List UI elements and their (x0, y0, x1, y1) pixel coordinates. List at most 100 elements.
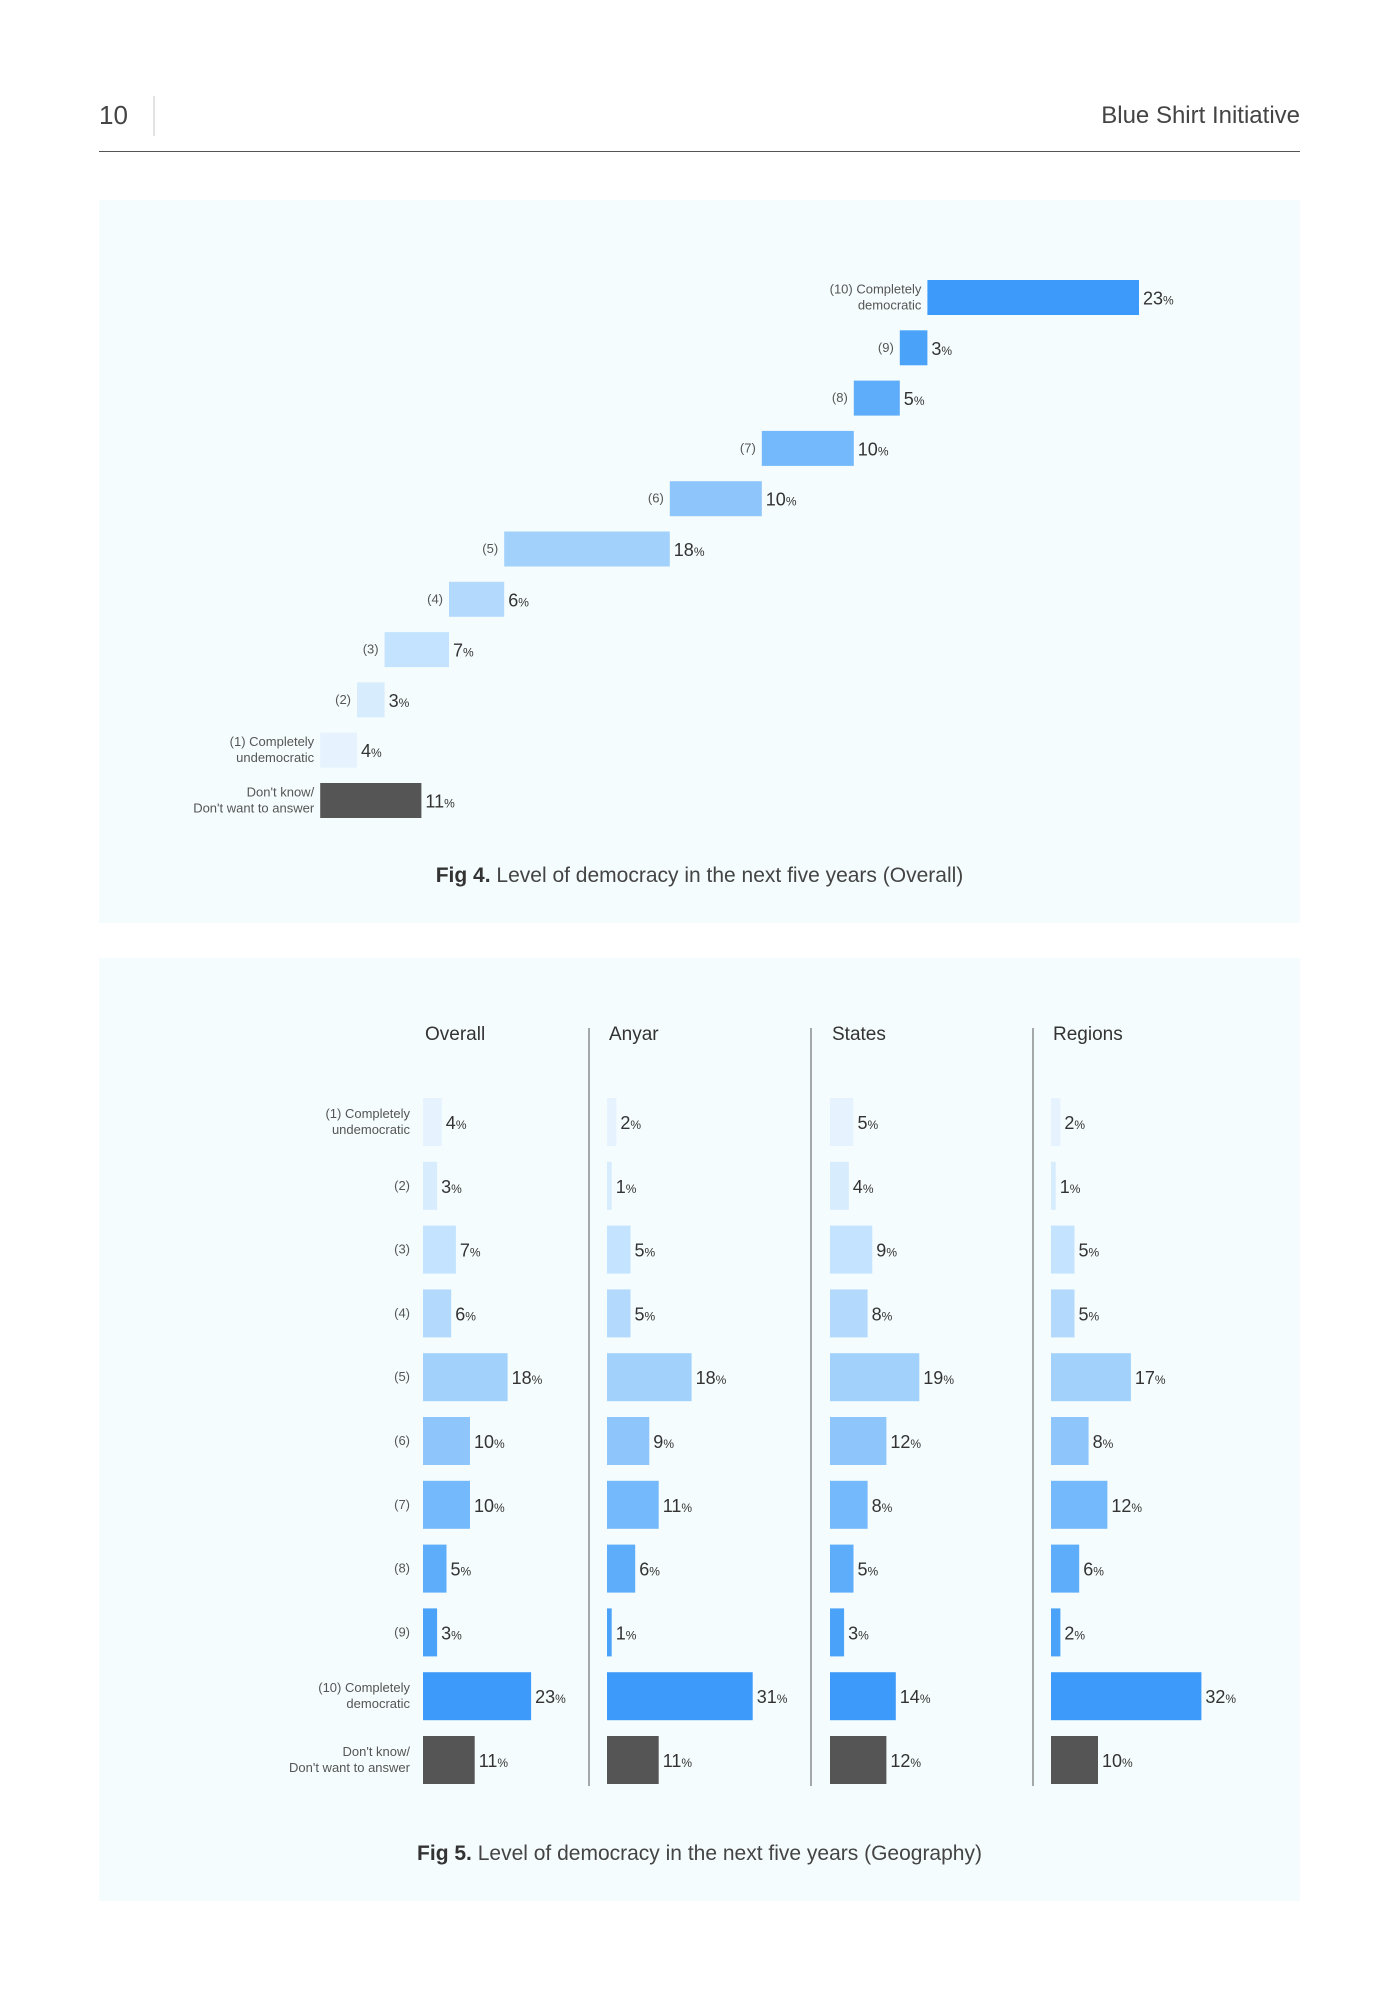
bar-overall-don-t-know-don-t-want-to-answer (423, 1736, 475, 1784)
value-label-overall-9: 3% (441, 1623, 462, 1643)
value-label-states-4: 8% (872, 1304, 893, 1324)
bar-9 (899, 330, 928, 366)
value-label-overall-3: 7% (460, 1241, 481, 1261)
value-label-regions-5: 17% (1135, 1368, 1166, 1388)
value-label-5: 18% (674, 540, 705, 560)
bar-anyar-6 (607, 1417, 650, 1465)
bar-anyar-don-t-know-don-t-want-to-answer (607, 1736, 659, 1784)
bar-states-1-completely-undemocratic (830, 1098, 854, 1146)
value-label-overall-8: 5% (451, 1560, 472, 1580)
category-label-don-t-know-don-t-want-to-answer: Don't know/Don't want to answer (289, 1744, 411, 1775)
category-label-5: (5) (394, 1369, 410, 1384)
value-label-overall-1-completely-undemocratic: 4% (446, 1113, 467, 1133)
series-header-regions: Regions (1053, 1024, 1123, 1045)
bar-6 (669, 481, 762, 517)
bar-anyar-9 (607, 1608, 612, 1657)
category-label-9: (9) (878, 340, 894, 355)
category-label-8: (8) (394, 1561, 410, 1576)
value-label-states-8: 5% (858, 1560, 879, 1580)
series-header-states: States (832, 1024, 886, 1045)
bar-overall-4 (423, 1289, 452, 1338)
value-label-overall-10-completely-democratic: 23% (535, 1687, 566, 1707)
bar-overall-1-completely-undemocratic (423, 1098, 442, 1146)
value-label-regions-4: 5% (1079, 1304, 1100, 1324)
category-label-9: (9) (394, 1624, 410, 1639)
value-label-regions-7: 12% (1111, 1496, 1142, 1516)
bar-regions-7 (1051, 1480, 1108, 1529)
value-label-regions-8: 6% (1083, 1560, 1104, 1580)
bar-regions-4 (1051, 1289, 1075, 1338)
value-label-regions-don-t-know-don-t-want-to-answer: 10% (1102, 1751, 1133, 1771)
value-label-overall-don-t-know-don-t-want-to-answer: 11% (479, 1751, 509, 1771)
bar-regions-5 (1051, 1353, 1131, 1402)
bar-states-don-t-know-don-t-want-to-answer (830, 1736, 887, 1784)
value-label-states-6: 12% (890, 1432, 921, 1452)
bar-overall-2 (423, 1161, 438, 1210)
figure-5-caption-text: Level of democracy in the next five year… (477, 1842, 982, 1865)
figure-5-caption: Fig 5. Level of democracy in the next fi… (99, 1842, 1300, 1866)
value-label-anyar-3: 5% (635, 1241, 656, 1261)
page-header: 10 Blue Shirt Initiative (99, 88, 1300, 152)
bar-regions-2 (1051, 1161, 1056, 1210)
category-label-1-completely-undemocratic: (1) Completely undemocratic (230, 734, 315, 765)
series-header-overall: Overall (425, 1024, 485, 1045)
bar-overall-6 (423, 1417, 470, 1465)
value-label-anyar-2: 1% (616, 1177, 637, 1197)
bar-regions-6 (1051, 1417, 1089, 1465)
category-label-7: (7) (394, 1497, 410, 1512)
bar-7 (761, 430, 854, 466)
value-label-2: 3% (389, 691, 410, 711)
value-label-7: 10% (858, 439, 889, 459)
bar-5 (504, 531, 670, 567)
category-label-3: (3) (394, 1242, 410, 1257)
value-label-anyar-10-completely-democratic: 31% (757, 1687, 788, 1707)
bar-4 (449, 581, 505, 617)
bar-10-completely-democratic (927, 280, 1139, 315)
bar-states-9 (830, 1608, 845, 1657)
bar-regions-9 (1051, 1608, 1061, 1657)
value-label-overall-6: 10% (474, 1432, 505, 1452)
category-label-4: (4) (427, 591, 443, 606)
bar-regions-1-completely-undemocratic (1051, 1098, 1061, 1146)
bar-overall-8 (423, 1544, 447, 1593)
value-label-states-5: 19% (923, 1368, 954, 1388)
bar-states-8 (830, 1544, 854, 1593)
category-label-2: (2) (335, 692, 351, 707)
value-label-regions-6: 8% (1093, 1432, 1114, 1452)
bar-regions-8 (1051, 1544, 1080, 1593)
value-label-regions-3: 5% (1079, 1241, 1100, 1261)
value-label-anyar-1-completely-undemocratic: 2% (620, 1113, 641, 1133)
bar-overall-10-completely-democratic (423, 1672, 532, 1721)
bar-1-completely-undemocratic (320, 732, 357, 768)
bar-anyar-4 (607, 1289, 631, 1338)
bar-overall-3 (423, 1225, 456, 1274)
bar-anyar-1-completely-undemocratic (607, 1098, 617, 1146)
value-label-6: 10% (766, 490, 797, 510)
figure-5-chart: Overall Anyar States Regions (1) Completely u… (289, 1024, 1236, 1786)
value-label-8: 5% (904, 389, 925, 409)
figure-4-caption-text: Level of democracy in the next five year… (496, 864, 964, 887)
category-label-10-completely-democratic: (10) Completely democratic (318, 1680, 410, 1711)
bar-2 (357, 682, 385, 718)
value-label-overall-4: 6% (455, 1304, 476, 1324)
category-label-3: (3) (363, 642, 379, 657)
value-label-4: 6% (508, 590, 529, 610)
category-label-8: (8) (832, 390, 848, 405)
value-label-regions-10-completely-democratic: 32% (1205, 1687, 1236, 1707)
category-label-don-t-know-don-t-want-to-answer: Don't know/Don't want to answer (193, 785, 315, 816)
value-label-anyar-9: 1% (616, 1623, 637, 1643)
figure-4-label: Fig 4. (435, 864, 491, 887)
bar-anyar-10-completely-democratic (607, 1672, 753, 1721)
bar-states-3 (830, 1225, 873, 1274)
figure-5-label: Fig 5. (417, 1842, 472, 1865)
value-label-states-3: 9% (876, 1241, 897, 1261)
value-label-anyar-5: 18% (696, 1368, 727, 1388)
category-label-4: (4) (394, 1305, 410, 1320)
value-label-anyar-8: 6% (639, 1560, 660, 1580)
category-label-6: (6) (394, 1433, 410, 1448)
figure-4-chart: (10) Completely democratic 23% (9) 3% (8) 5% (7… (193, 280, 1174, 818)
category-label-2: (2) (394, 1178, 410, 1193)
bar-anyar-5 (607, 1353, 692, 1402)
bar-states-4 (830, 1289, 868, 1338)
bar-regions-3 (1051, 1225, 1075, 1274)
